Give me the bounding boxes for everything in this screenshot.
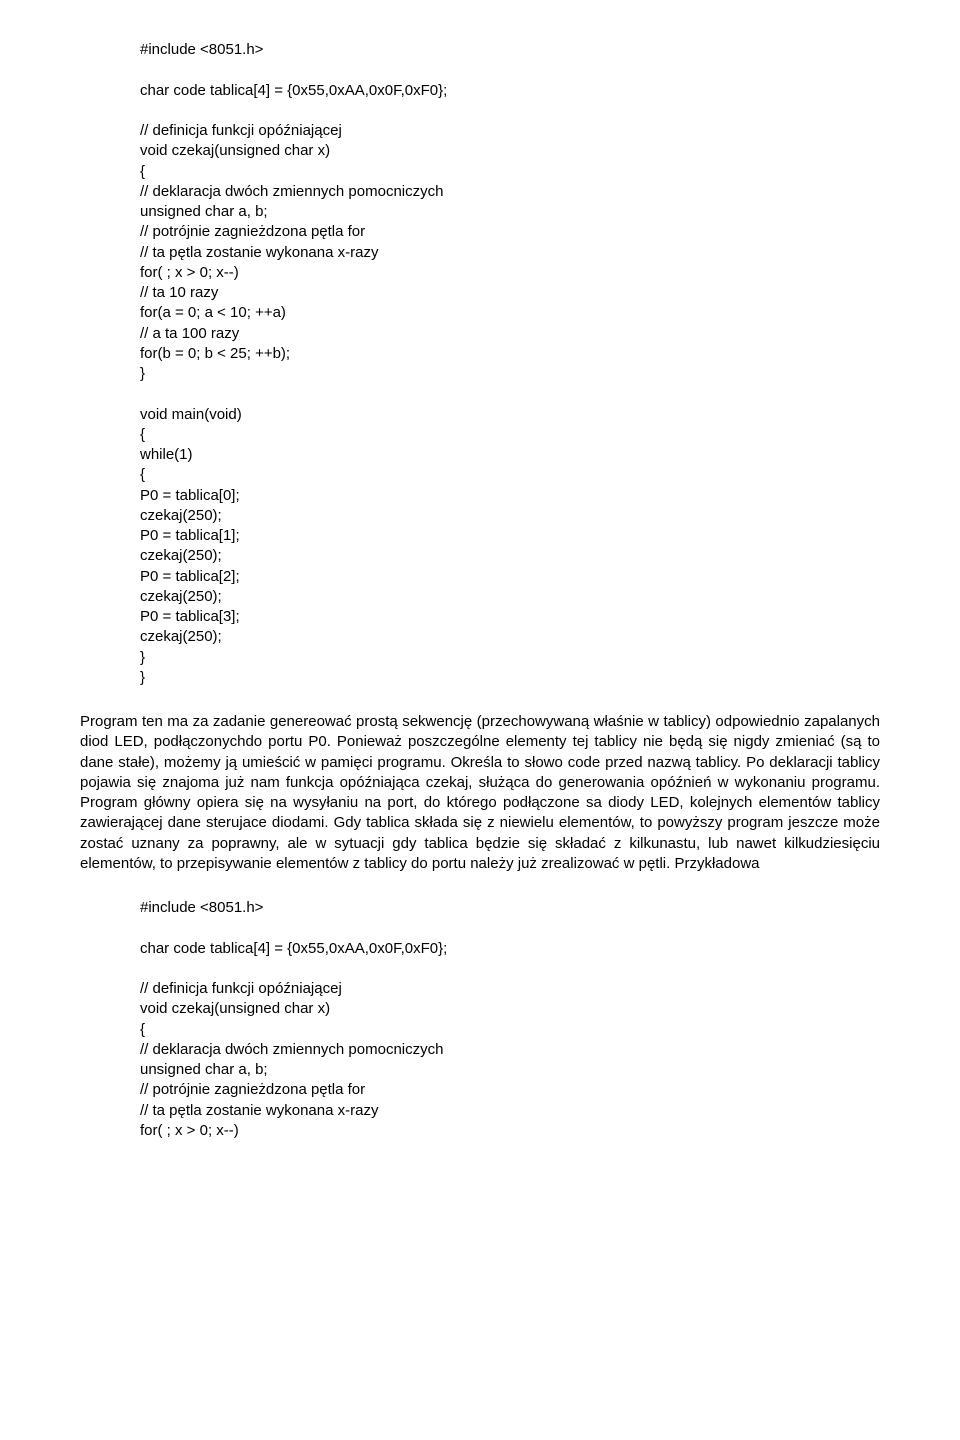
code-line: unsigned char a, b; [140,202,880,222]
code-line: czekaj(250); [140,587,880,607]
code-line: // definicja funkcji opóźniającej [140,979,880,999]
code-block-2: #include <8051.h> char code tablica[4] =… [80,898,880,1141]
code-line: czekaj(250); [140,627,880,647]
code-line: { [140,162,880,182]
code-line [140,918,880,938]
code-line: } [140,648,880,668]
code-line: for( ; x > 0; x--) [140,263,880,283]
code-line: while(1) [140,445,880,465]
code-line: for(b = 0; b < 25; ++b); [140,344,880,364]
code-line: // definicja funkcji opóźniającej [140,121,880,141]
code-line: for(a = 0; a < 10; ++a) [140,303,880,323]
code-block-1: #include <8051.h> char code tablica[4] =… [80,40,880,688]
code-line: // deklaracja dwóch zmiennych pomocniczy… [140,182,880,202]
code-line: void main(void) [140,405,880,425]
code-line: for( ; x > 0; x--) [140,1121,880,1141]
code-line: char code tablica[4] = {0x55,0xAA,0x0F,0… [140,81,880,101]
code-line: P0 = tablica[0]; [140,486,880,506]
code-line: // ta pętla zostanie wykonana x-razy [140,1101,880,1121]
code-line: unsigned char a, b; [140,1060,880,1080]
code-line: } [140,668,880,688]
code-line: // ta pętla zostanie wykonana x-razy [140,243,880,263]
code-line: // deklaracja dwóch zmiennych pomocniczy… [140,1040,880,1060]
description-paragraph: Program ten ma za zadanie genereować pro… [80,712,880,874]
code-line [140,384,880,404]
code-line: P0 = tablica[1]; [140,526,880,546]
code-line: // potrójnie zagnieżdzona pętla for [140,222,880,242]
code-line: czekaj(250); [140,506,880,526]
code-line: P0 = tablica[3]; [140,607,880,627]
code-line [140,60,880,80]
code-line: } [140,364,880,384]
code-line: void czekaj(unsigned char x) [140,141,880,161]
code-line [140,959,880,979]
code-line: #include <8051.h> [140,898,880,918]
code-line: { [140,1020,880,1040]
code-line: // a ta 100 razy [140,324,880,344]
code-line: // potrójnie zagnieżdzona pętla for [140,1080,880,1100]
code-line: { [140,425,880,445]
code-line: P0 = tablica[2]; [140,567,880,587]
code-line [140,101,880,121]
code-line: { [140,465,880,485]
code-line: void czekaj(unsigned char x) [140,999,880,1019]
code-line: // ta 10 razy [140,283,880,303]
code-line: char code tablica[4] = {0x55,0xAA,0x0F,0… [140,939,880,959]
code-line: #include <8051.h> [140,40,880,60]
code-line: czekaj(250); [140,546,880,566]
